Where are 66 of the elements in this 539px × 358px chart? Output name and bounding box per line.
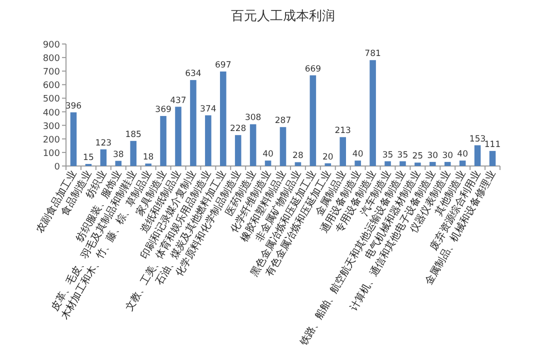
data-label: 25 — [412, 152, 424, 162]
data-label: 374 — [200, 104, 216, 114]
bar — [310, 75, 316, 166]
bar — [354, 160, 361, 166]
y-tick-label: 700 — [42, 68, 60, 78]
data-label: 35 — [397, 150, 408, 160]
data-label: 20 — [322, 152, 334, 162]
data-label: 153 — [469, 134, 486, 144]
data-label: 40 — [457, 150, 468, 160]
bar — [205, 115, 212, 166]
bar — [414, 162, 421, 166]
data-label: 308 — [244, 113, 262, 124]
data-label: 669 — [304, 64, 322, 74]
data-label: 123 — [95, 138, 112, 148]
y-tick-label: 0 — [54, 162, 60, 172]
bar — [444, 162, 451, 166]
data-label: 18 — [142, 152, 154, 163]
data-label: 781 — [364, 49, 381, 60]
bar — [384, 161, 391, 166]
bar — [190, 80, 196, 166]
data-label: 30 — [427, 150, 438, 161]
data-label: 697 — [215, 60, 232, 71]
data-label: 396 — [65, 101, 82, 112]
bar — [459, 160, 466, 166]
bar — [234, 135, 242, 166]
bar — [250, 124, 256, 166]
bar — [489, 150, 496, 166]
bar — [175, 106, 182, 166]
y-tick-label: 200 — [42, 135, 60, 146]
bar — [100, 149, 107, 166]
bar — [130, 140, 136, 166]
data-label: 30 — [442, 150, 454, 161]
bar — [70, 112, 77, 166]
data-label: 437 — [170, 96, 186, 106]
data-label: 634 — [185, 69, 202, 80]
data-label: 15 — [83, 152, 94, 163]
y-tick-label: 100 — [42, 148, 60, 159]
data-label: 228 — [230, 124, 246, 134]
data-label: 38 — [112, 150, 124, 160]
y-tick-label: 500 — [42, 94, 60, 105]
y-tick-label: 400 — [42, 108, 60, 118]
data-label: 40 — [262, 150, 274, 160]
y-tick-label: 600 — [42, 81, 60, 92]
bar — [280, 127, 286, 166]
bar — [474, 145, 481, 166]
bar — [220, 72, 226, 166]
bar — [430, 162, 436, 166]
bar — [264, 160, 272, 166]
data-label: 369 — [155, 104, 172, 115]
bar — [160, 116, 166, 166]
data-label: 213 — [334, 126, 351, 136]
bar — [115, 160, 122, 166]
data-label: 111 — [484, 140, 501, 150]
y-tick-label: 900 — [42, 40, 60, 50]
data-label: 185 — [125, 130, 142, 140]
chart-title: 百元人工成本利润 — [231, 9, 335, 24]
y-tick-label: 800 — [42, 54, 60, 64]
bar — [400, 161, 406, 166]
y-tick-label: 300 — [42, 122, 60, 132]
bar — [340, 137, 346, 166]
data-label: 35 — [382, 150, 394, 160]
bar — [294, 162, 302, 166]
data-label: 28 — [292, 151, 304, 162]
bar — [370, 60, 376, 166]
data-label: 287 — [274, 116, 292, 126]
data-label: 40 — [352, 150, 364, 160]
